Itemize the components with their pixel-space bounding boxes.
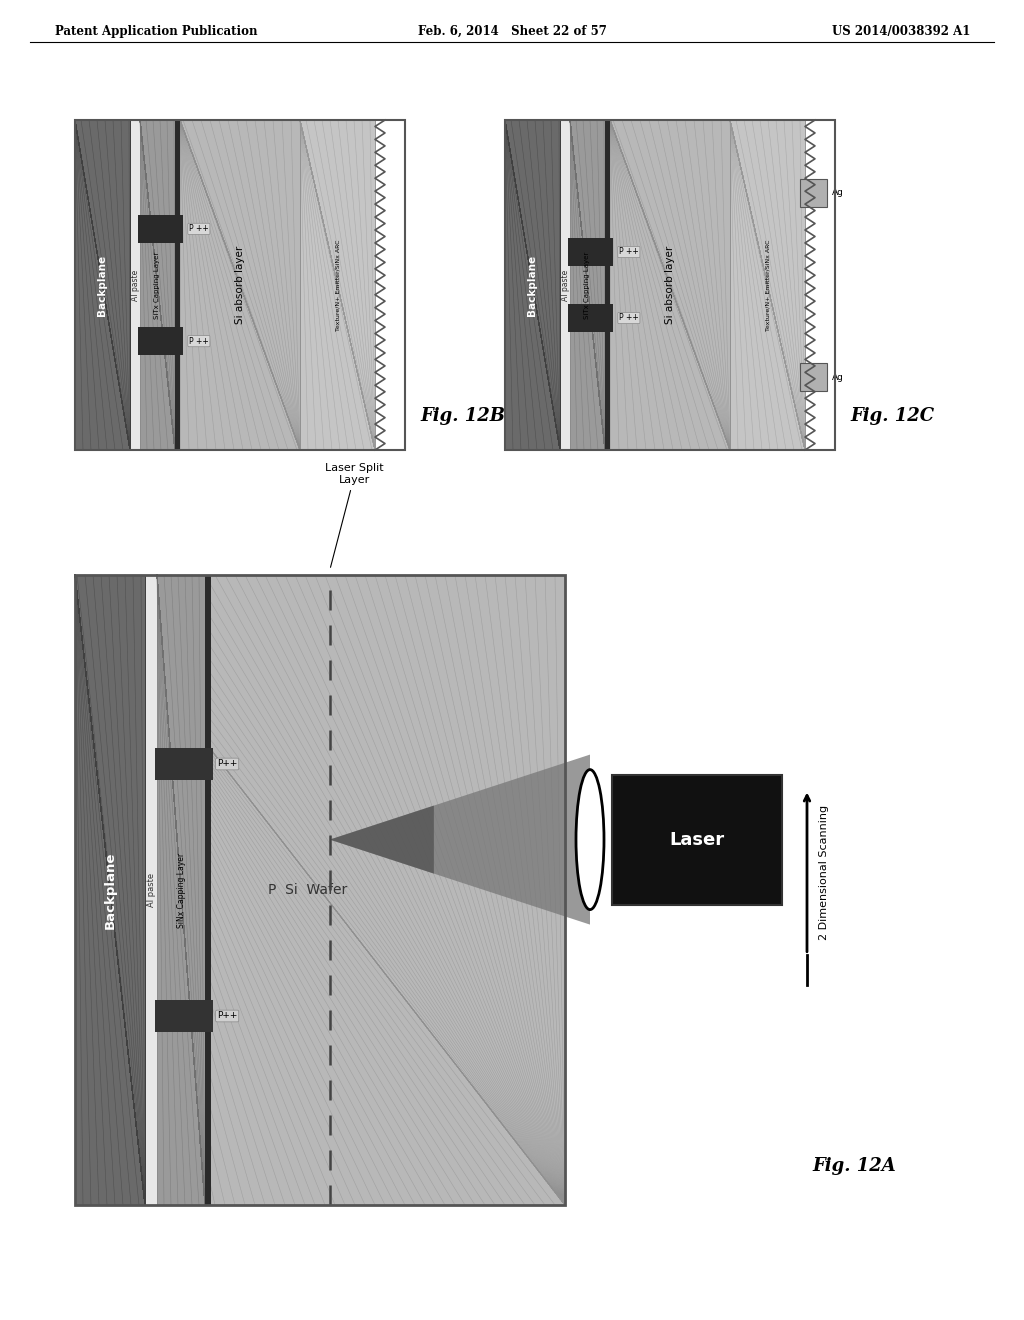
Text: Al paste: Al paste <box>560 269 569 301</box>
Text: Ag: Ag <box>831 372 844 381</box>
Bar <box>75 120 130 450</box>
Bar <box>75 120 130 450</box>
Text: Laser Split
Layer: Laser Split Layer <box>326 463 384 568</box>
Bar <box>505 120 560 450</box>
Bar <box>155 1001 213 1032</box>
Bar <box>505 120 835 450</box>
Text: P ++: P ++ <box>189 224 209 234</box>
Text: Fig. 12C: Fig. 12C <box>850 407 934 425</box>
Text: US 2014/0038392 A1: US 2014/0038392 A1 <box>831 25 970 38</box>
Bar <box>130 120 140 450</box>
Bar <box>300 120 375 450</box>
Bar <box>138 215 183 243</box>
Polygon shape <box>330 805 434 874</box>
Text: Texture/N+ Emitter/SiNx ARC: Texture/N+ Emitter/SiNx ARC <box>765 239 770 331</box>
Bar <box>205 576 211 1205</box>
Bar <box>180 120 300 450</box>
Text: P++: P++ <box>217 759 238 768</box>
Text: Backplane: Backplane <box>527 255 538 315</box>
Text: Fig. 12A: Fig. 12A <box>812 1158 896 1175</box>
Text: P  Si  Wafer: P Si Wafer <box>268 883 347 898</box>
Bar <box>138 327 183 355</box>
Bar <box>800 178 827 207</box>
Text: Patent Application Publication: Patent Application Publication <box>55 25 257 38</box>
Bar <box>140 120 175 450</box>
Bar <box>175 120 180 450</box>
Text: SiTx Capping Layer: SiTx Capping Layer <box>585 251 591 318</box>
Bar <box>568 304 613 333</box>
Bar <box>75 576 565 1205</box>
Text: Si absorb layer: Si absorb layer <box>234 246 245 325</box>
Polygon shape <box>330 755 590 924</box>
Bar <box>605 120 610 450</box>
Text: P ++: P ++ <box>618 314 639 322</box>
Text: SiNx Capping Layer: SiNx Capping Layer <box>176 853 185 928</box>
Bar <box>730 120 805 450</box>
Bar <box>145 576 157 1205</box>
Ellipse shape <box>575 770 604 909</box>
Text: Al paste: Al paste <box>146 873 156 907</box>
Bar <box>570 120 605 450</box>
Text: Ag: Ag <box>831 187 844 197</box>
Bar <box>75 120 406 450</box>
Text: Si absorb layer: Si absorb layer <box>665 246 675 325</box>
Bar <box>612 775 782 904</box>
Text: SiTx Capping Layer: SiTx Capping Layer <box>155 251 161 318</box>
Bar <box>560 120 570 450</box>
Bar <box>610 120 730 450</box>
Text: Al paste: Al paste <box>130 269 139 301</box>
Bar <box>505 120 560 450</box>
Text: P++: P++ <box>217 1011 238 1020</box>
Bar <box>75 576 565 1205</box>
Text: P ++: P ++ <box>618 248 639 256</box>
Text: Backplane: Backplane <box>103 851 117 929</box>
Text: Laser: Laser <box>670 830 725 849</box>
Text: Feb. 6, 2014   Sheet 22 of 57: Feb. 6, 2014 Sheet 22 of 57 <box>418 25 606 38</box>
Bar <box>800 363 827 392</box>
Bar <box>75 576 145 1205</box>
Bar <box>155 748 213 780</box>
Text: P ++: P ++ <box>189 337 209 346</box>
Text: Backplane: Backplane <box>97 255 108 315</box>
Bar <box>157 576 205 1205</box>
Text: Texture/N+ Emitter/SiNx ARC: Texture/N+ Emitter/SiNx ARC <box>335 239 340 331</box>
Text: 2 Dimensional Scanning: 2 Dimensional Scanning <box>819 804 829 940</box>
Text: Fig. 12B: Fig. 12B <box>420 407 505 425</box>
Bar <box>568 238 613 267</box>
